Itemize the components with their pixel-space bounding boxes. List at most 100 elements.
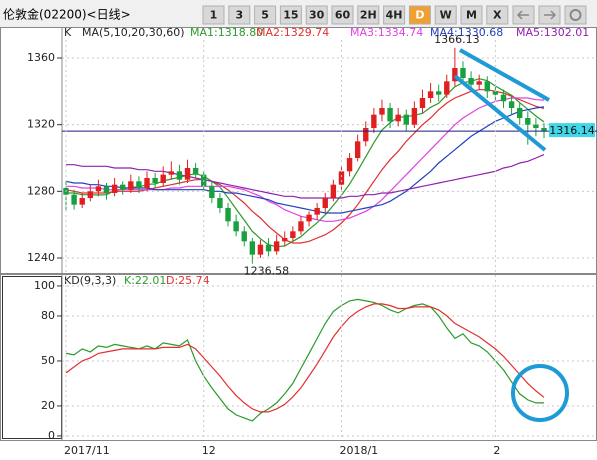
candle-body xyxy=(484,81,490,92)
candle-body xyxy=(160,174,166,183)
timeframe-button[interactable] xyxy=(254,5,277,25)
candle-body xyxy=(257,244,264,255)
annotations xyxy=(453,48,569,422)
x-tick-label: 2018/1 xyxy=(339,444,378,457)
candle-body xyxy=(387,108,393,122)
candle-body xyxy=(87,191,94,198)
timeframe-button[interactable] xyxy=(228,5,251,25)
candle-body xyxy=(306,214,312,222)
timeframe-button[interactable] xyxy=(434,5,457,25)
candle-body xyxy=(403,114,409,125)
timeframe-button-label: 1 xyxy=(210,9,218,22)
timeframe-button[interactable] xyxy=(460,5,483,25)
candle-body xyxy=(435,91,442,95)
highlight-circle xyxy=(511,364,569,422)
timeframe-button-label: 4H xyxy=(386,9,403,22)
candle-body xyxy=(419,98,426,108)
timeframe-button-label: 2H xyxy=(360,9,377,22)
candle-body xyxy=(273,241,280,252)
legend-entry: K:22.01 xyxy=(124,274,166,287)
timeframe-button-label: 15 xyxy=(283,9,298,22)
candle-body xyxy=(492,91,499,95)
forward-icon xyxy=(544,10,557,20)
y-tick-label: 100 xyxy=(34,279,55,292)
x-tick-label: 12 xyxy=(202,444,216,457)
candle-body xyxy=(508,101,515,108)
candle-body xyxy=(322,198,328,208)
candle-body xyxy=(217,198,223,208)
last-price-label: 1316.14 xyxy=(549,124,595,137)
timeframe-button[interactable] xyxy=(202,5,225,25)
legend-entry: MA4:1330.68 xyxy=(430,26,503,39)
timeframe-button-label: D xyxy=(415,9,424,22)
y-tick-label: 1240 xyxy=(27,251,55,264)
candle-body xyxy=(95,186,102,192)
y-tick-label: 20 xyxy=(41,399,55,412)
candle-body xyxy=(476,81,482,85)
candle-body xyxy=(516,108,523,118)
candle-body xyxy=(468,78,474,85)
nav-icons xyxy=(512,5,587,25)
candle-body xyxy=(314,208,320,215)
candle-body xyxy=(379,108,385,115)
candle-body xyxy=(460,68,466,78)
candle-body xyxy=(265,244,272,252)
candle-body xyxy=(168,171,175,175)
series-line xyxy=(66,97,545,222)
candle-body xyxy=(120,184,126,190)
candle-body xyxy=(136,181,142,188)
candle-body xyxy=(290,231,296,238)
timeframe-button-label: 30 xyxy=(309,9,325,22)
y-tick-label: 1280 xyxy=(27,184,55,197)
y-tick-label: 50 xyxy=(41,354,55,367)
timeframe-button[interactable] xyxy=(408,5,431,25)
candle-body xyxy=(395,114,401,122)
panel-label: KD(9,3,3) xyxy=(64,274,116,287)
candle-body xyxy=(233,221,239,232)
candle-body xyxy=(411,108,418,125)
x-tick-label: 2 xyxy=(493,444,500,457)
timeframe-button[interactable] xyxy=(279,5,302,25)
series-line xyxy=(66,154,545,199)
candle-body xyxy=(111,184,118,193)
timeframe-button[interactable] xyxy=(331,5,354,25)
timeframe-button[interactable] xyxy=(383,5,406,25)
candle-body xyxy=(249,241,256,255)
low-label: 1236.58 xyxy=(244,265,290,278)
candle-body xyxy=(225,208,231,222)
candle-body xyxy=(192,168,199,175)
candle-body xyxy=(533,124,539,128)
candle-body xyxy=(241,231,247,242)
candle-body xyxy=(452,68,458,82)
trend-line-lower xyxy=(453,74,547,152)
y-tick-label: 1360 xyxy=(27,51,55,64)
candle-body xyxy=(338,171,345,185)
candle-body xyxy=(79,198,85,205)
candle-body xyxy=(346,158,353,172)
panel-label: K xyxy=(64,26,72,39)
series-line xyxy=(65,298,544,422)
timeframe-button-label: 60 xyxy=(335,9,351,22)
candle-body xyxy=(371,114,377,128)
legend-entry: MA1:1318.80 xyxy=(190,26,263,39)
last-price-box xyxy=(549,123,595,138)
candle-body xyxy=(209,186,215,198)
series-line xyxy=(65,303,545,413)
timeframe-button-label: M xyxy=(466,9,477,22)
trend-line-upper xyxy=(459,48,550,102)
settings-button[interactable] xyxy=(564,5,587,25)
y-tick-label: 0 xyxy=(48,429,55,442)
candle-body xyxy=(427,91,434,98)
candle-body xyxy=(525,118,531,125)
high-label: 1366.13 xyxy=(434,33,480,46)
candle-body xyxy=(144,178,150,188)
candle-body xyxy=(298,221,304,232)
legend-entry: D:25.74 xyxy=(166,274,210,287)
candle-body xyxy=(354,141,361,158)
timeframe-button[interactable] xyxy=(357,5,380,25)
timeframe-button[interactable] xyxy=(305,5,328,25)
candle-body xyxy=(176,171,183,180)
timeframe-button[interactable] xyxy=(486,5,509,25)
candle-body xyxy=(444,81,450,95)
